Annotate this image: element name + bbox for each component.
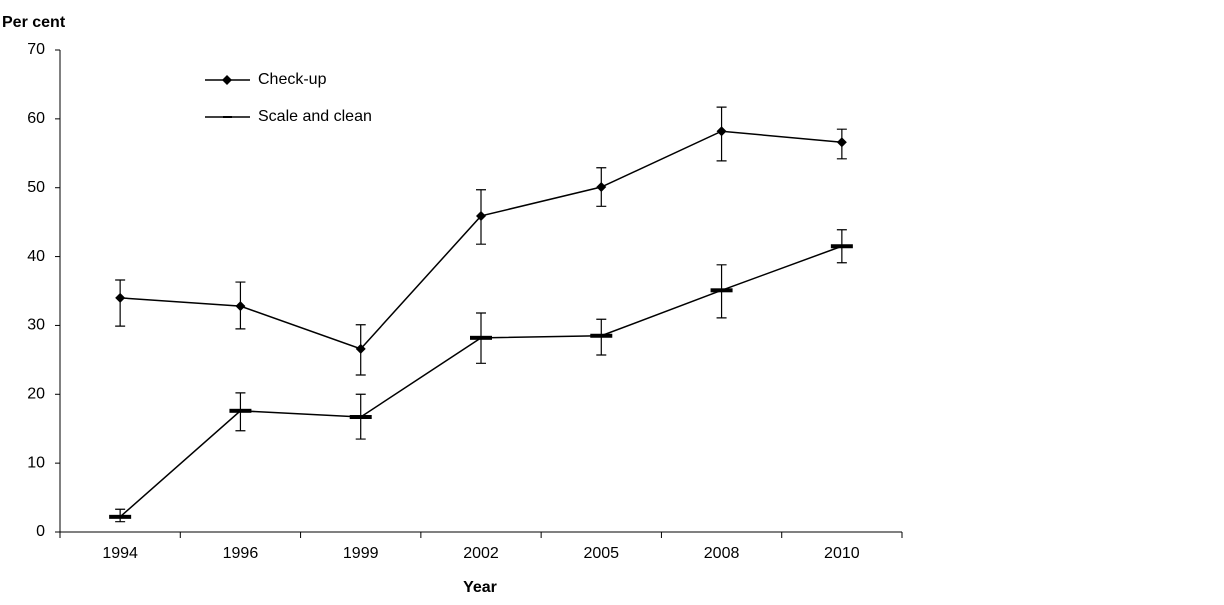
x-tick-label: 1994: [102, 545, 138, 562]
y-tick-label: 70: [27, 41, 45, 58]
data-point: [355, 343, 366, 354]
data-point: [710, 288, 733, 293]
data-point: [476, 210, 486, 221]
y-tick-label: 30: [27, 317, 45, 334]
data-point: [349, 415, 372, 420]
y-tick-label: 20: [27, 386, 45, 403]
data-point: [590, 333, 613, 338]
y-tick-label: 40: [27, 248, 45, 265]
legend-label: Scale and clean: [258, 108, 372, 125]
x-tick-label: 2008: [704, 545, 740, 562]
y-tick-label: 10: [27, 454, 45, 471]
data-point: [109, 514, 132, 519]
legend-marker: [222, 75, 232, 85]
x-tick-label: 1999: [343, 545, 379, 562]
data-point: [235, 301, 246, 312]
data-point: [830, 244, 853, 249]
y-axis-label: Per cent: [2, 14, 66, 31]
x-tick-label: 2002: [463, 545, 499, 562]
x-axis-label: Year: [463, 579, 497, 596]
data-point: [229, 408, 252, 413]
x-tick-label: 2010: [824, 545, 860, 562]
data-point: [836, 137, 847, 148]
legend-label: Check-up: [258, 71, 327, 88]
data-point: [716, 126, 727, 137]
y-tick-label: 50: [27, 179, 45, 196]
x-tick-label: 1996: [223, 545, 259, 562]
data-point: [115, 292, 126, 303]
x-tick-label: 2005: [583, 545, 619, 562]
data-point: [470, 335, 492, 340]
series-line: [119, 245, 843, 518]
y-tick-label: 60: [27, 110, 45, 127]
error-bar: [115, 279, 126, 327]
y-tick-label: 0: [36, 523, 45, 540]
legend-marker: [223, 116, 232, 118]
data-point: [596, 182, 607, 193]
